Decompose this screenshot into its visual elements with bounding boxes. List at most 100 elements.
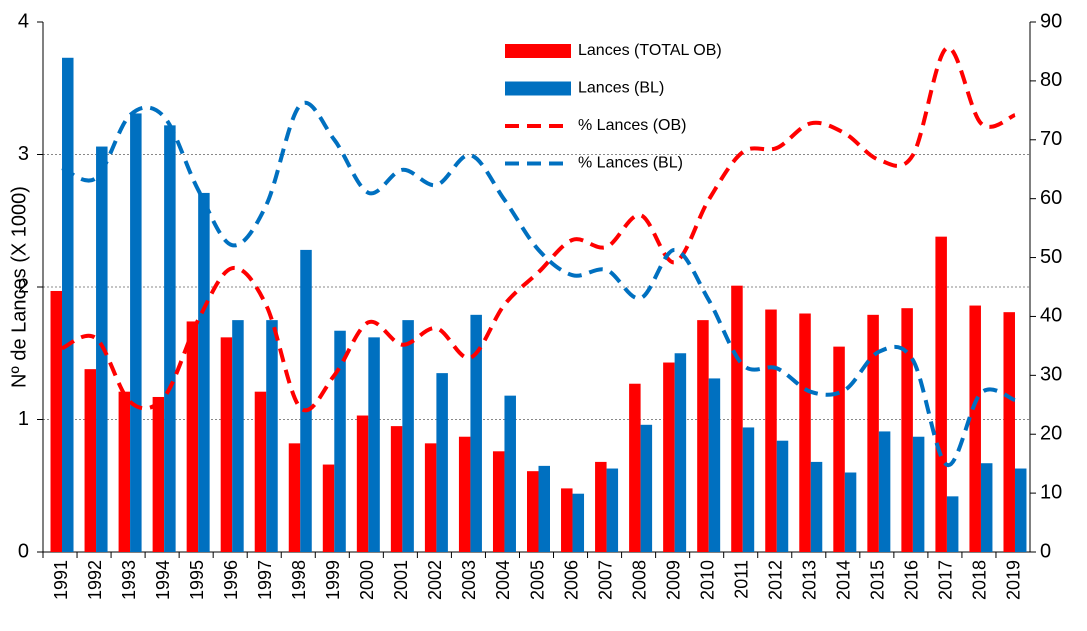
bar xyxy=(810,461,823,552)
y2-tick-label: 80 xyxy=(1040,69,1062,91)
bar xyxy=(640,424,653,552)
y2-tick-label: 50 xyxy=(1040,246,1062,268)
x-tick-label: 2019 xyxy=(1004,560,1024,600)
bar xyxy=(424,443,437,552)
y2-tick-label: 10 xyxy=(1040,481,1062,503)
bar xyxy=(50,290,63,552)
x-tick-label: 2001 xyxy=(391,560,411,600)
y-tick-label: 4 xyxy=(18,10,29,32)
bar xyxy=(878,431,891,552)
x-tick-label: 1996 xyxy=(221,560,241,600)
x-tick-label: 2013 xyxy=(800,560,820,600)
bar xyxy=(84,369,97,552)
x-tick-label: 2015 xyxy=(868,560,888,600)
bar xyxy=(629,383,641,552)
y2-tick-label: 70 xyxy=(1040,128,1062,150)
bar xyxy=(1003,312,1015,552)
bar xyxy=(130,113,142,553)
x-tick-label: 2017 xyxy=(936,560,956,600)
x-tick-label: 2011 xyxy=(731,560,751,599)
x-tick-label: 1992 xyxy=(85,560,105,600)
y2-tick-label: 0 xyxy=(1040,540,1051,562)
bar xyxy=(663,362,675,552)
bar xyxy=(946,496,959,552)
bar xyxy=(527,471,539,552)
bar xyxy=(742,427,755,552)
bar xyxy=(708,378,721,552)
bar xyxy=(470,314,482,552)
bar xyxy=(164,125,176,552)
x-tick-label: 2010 xyxy=(697,560,717,600)
bar xyxy=(799,313,811,552)
x-tick-label: 1991 xyxy=(51,560,71,600)
bar xyxy=(901,308,913,552)
y2-tick-label: 90 xyxy=(1040,10,1062,32)
bar xyxy=(776,440,789,552)
bar xyxy=(220,337,233,552)
y2-tick-label: 60 xyxy=(1040,187,1062,209)
x-tick-label: 2016 xyxy=(902,560,922,600)
legend-swatch xyxy=(505,44,571,58)
legend-swatch xyxy=(505,81,571,96)
x-tick-label: 2014 xyxy=(834,560,854,600)
bar xyxy=(390,426,403,552)
bar xyxy=(334,330,346,552)
bar xyxy=(356,415,369,552)
bar xyxy=(118,391,131,552)
x-tick-label: 2009 xyxy=(663,560,683,600)
x-tick-label: 2008 xyxy=(629,560,649,600)
bar xyxy=(674,353,687,552)
y-tick-label: 2 xyxy=(18,275,29,297)
bar xyxy=(288,443,301,552)
x-tick-label: 2018 xyxy=(970,560,990,600)
bar xyxy=(402,320,414,552)
bar xyxy=(765,309,777,552)
x-tick-label: 1997 xyxy=(255,560,275,600)
y2-tick-label: 30 xyxy=(1040,364,1062,386)
legend-label: % Lances (BL) xyxy=(578,155,683,172)
x-tick-label: 1999 xyxy=(323,560,343,600)
bar xyxy=(935,236,947,552)
y-tick-label: 3 xyxy=(18,143,29,165)
bar xyxy=(492,451,505,552)
bar xyxy=(1014,468,1027,552)
x-tick-label: 2000 xyxy=(357,560,377,600)
bar xyxy=(186,321,199,552)
y-tick-label: 0 xyxy=(18,540,29,562)
bar xyxy=(436,373,448,552)
y2-tick-label: 20 xyxy=(1040,423,1062,445)
bar xyxy=(368,337,380,552)
bar xyxy=(62,57,74,553)
bar xyxy=(572,493,585,552)
bar xyxy=(538,465,550,552)
bar xyxy=(300,249,312,552)
bar xyxy=(152,396,165,552)
bar xyxy=(198,192,210,553)
x-tick-label: 1994 xyxy=(153,560,173,600)
bar xyxy=(561,488,573,552)
bar xyxy=(504,395,516,552)
x-tick-label: 1993 xyxy=(119,560,139,600)
bar xyxy=(266,320,278,552)
bar xyxy=(697,320,709,552)
y-axis-label: Nº de Lances (X 1000) xyxy=(8,186,30,388)
bar xyxy=(458,436,471,552)
legend-label: Lances (TOTAL OB) xyxy=(578,42,722,59)
y-tick-label: 1 xyxy=(18,408,29,430)
bar xyxy=(232,320,244,552)
bar xyxy=(606,468,619,552)
bar xyxy=(969,305,981,552)
bar xyxy=(867,314,879,552)
bar xyxy=(731,285,743,552)
bar xyxy=(595,461,607,552)
x-tick-label: 2007 xyxy=(595,560,615,600)
bar xyxy=(912,436,925,552)
x-tick-label: 2005 xyxy=(527,560,547,600)
legend-label: % Lances (OB) xyxy=(578,117,686,134)
x-tick-label: 1998 xyxy=(289,560,309,600)
legend-label: Lances (BL) xyxy=(578,80,664,97)
bar xyxy=(833,346,845,552)
bar xyxy=(980,463,993,552)
x-tick-label: 2002 xyxy=(425,560,445,600)
